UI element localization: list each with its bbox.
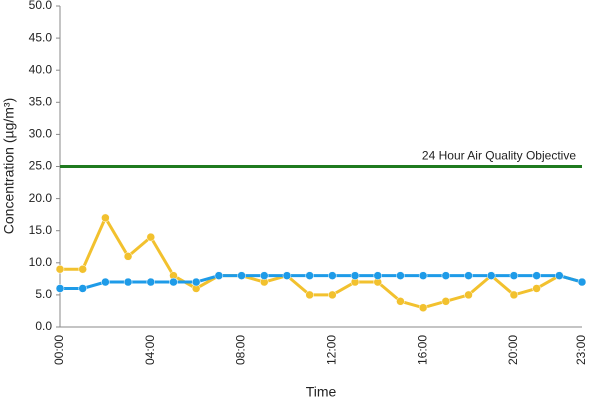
x-tick-label: 00:00 [52,335,66,365]
data-point [146,277,156,287]
data-point [191,277,201,287]
data-point [441,271,451,280]
data-point [486,271,496,280]
data-point [328,290,337,300]
data-point [169,277,178,287]
y-tick-label: 10.0 [29,255,53,269]
data-point [55,284,65,293]
y-tick-label: 20.0 [29,191,53,205]
data-point [237,271,246,280]
data-point [532,271,541,280]
data-point [532,284,541,293]
x-tick-label: 12:00 [325,335,339,365]
y-tick-label: 50.0 [29,0,53,12]
data-point [101,213,110,223]
data-point [441,297,451,306]
data-point [396,271,405,280]
data-point [577,277,587,287]
data-point [418,303,428,312]
data-point [282,271,292,280]
y-tick-label: 0.0 [35,319,52,333]
data-point [328,271,337,280]
y-tick-label: 30.0 [29,127,53,141]
data-point [418,271,428,280]
y-tick-label: 40.0 [29,62,53,76]
x-tick-label: 16:00 [415,335,429,365]
y-tick-label: 25.0 [29,159,53,173]
x-tick-label: 23:00 [574,335,588,365]
data-point [373,271,382,280]
data-point [509,290,519,300]
data-point [396,297,405,306]
data-point [464,290,473,300]
data-point [464,271,473,280]
data-point [555,271,564,280]
x-axis-title: Time [306,384,337,400]
data-point [305,271,314,280]
x-tick-label: 20:00 [506,335,520,365]
series-line [60,214,583,310]
x-tick-label: 04:00 [143,335,157,365]
data-point [350,271,360,280]
y-axis-title: Concentration (µg/m³) [1,98,17,234]
reference-label: 24 Hour Air Quality Objective [422,149,576,163]
y-tick-label: 35.0 [29,94,53,108]
data-point [101,277,110,287]
y-tick-label: 45.0 [29,30,53,44]
data-point [305,290,314,300]
data-point [78,264,87,274]
y-tick-label: 15.0 [29,223,53,237]
data-point [123,277,133,287]
data-point [214,271,224,280]
data-point [78,284,87,293]
data-point [146,232,156,242]
data-point [55,264,65,274]
data-point [260,271,269,280]
data-point [123,252,133,261]
data-point [509,271,519,280]
y-tick-label: 5.0 [35,287,52,301]
x-tick-label: 08:00 [234,335,248,365]
